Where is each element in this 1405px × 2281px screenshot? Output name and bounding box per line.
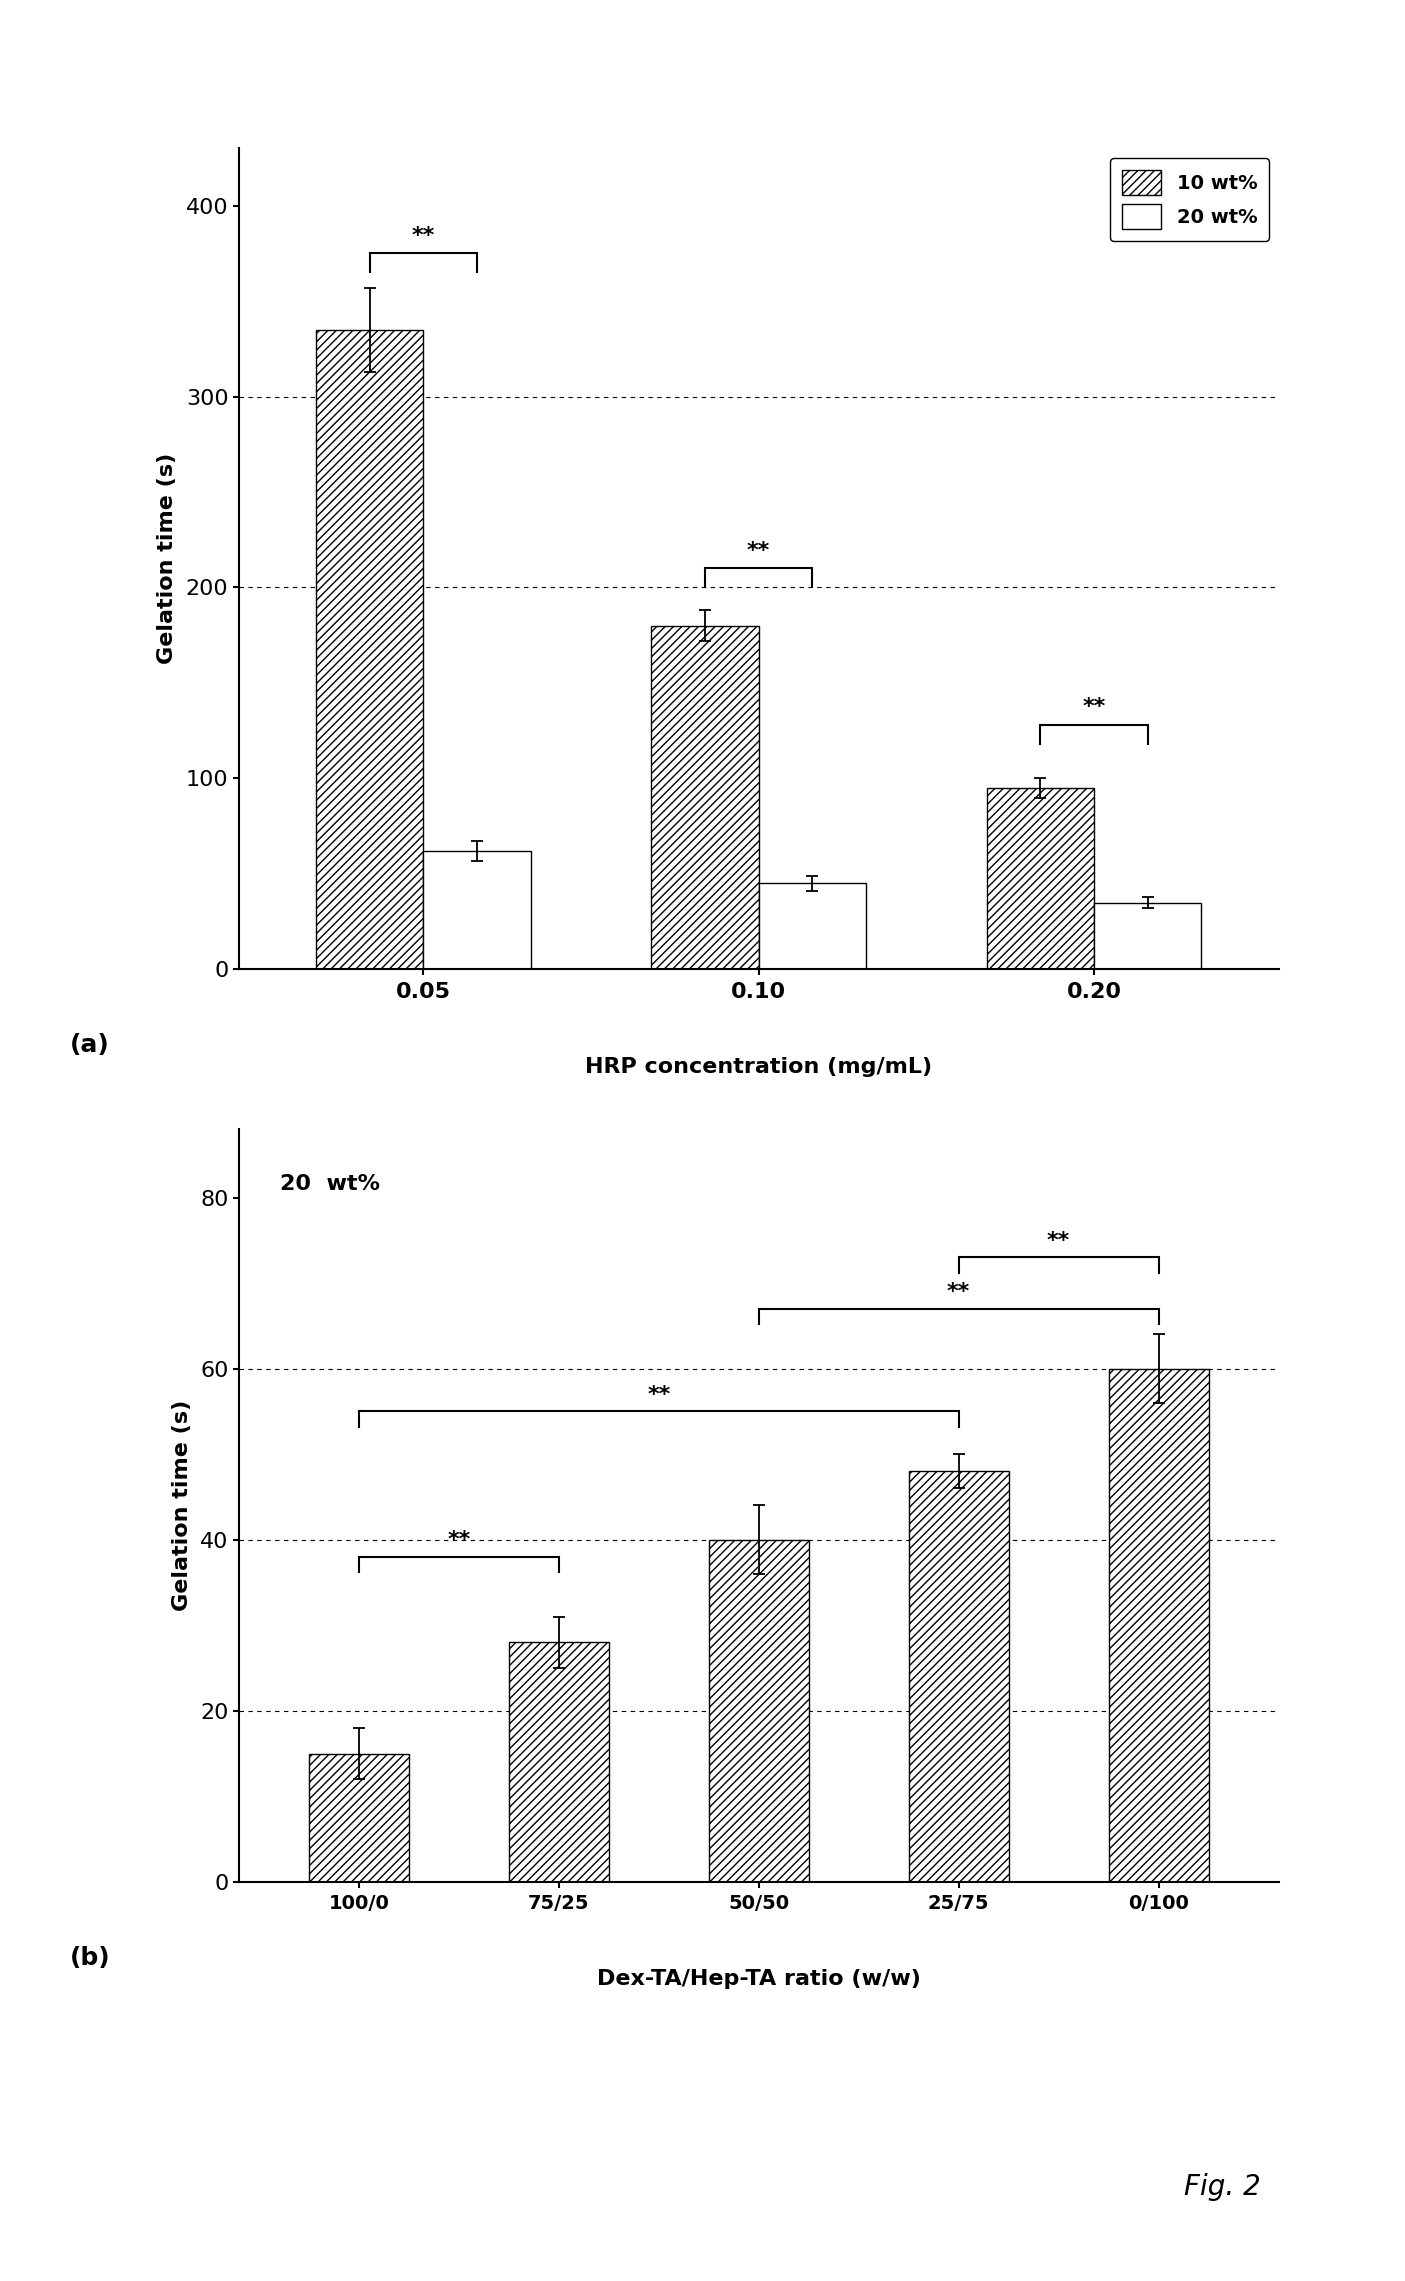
Text: **: **	[447, 1531, 471, 1551]
Bar	[1094, 903, 1201, 969]
X-axis label: HRP concentration (mg/mL): HRP concentration (mg/mL)	[584, 1058, 933, 1077]
Text: **: **	[648, 1385, 670, 1405]
Bar	[1109, 1369, 1208, 1882]
Text: **: **	[747, 541, 770, 561]
Text: **: **	[412, 226, 436, 246]
Text: (b): (b)	[70, 1946, 111, 1971]
Bar	[423, 851, 531, 969]
Bar	[652, 625, 759, 969]
Bar	[759, 883, 865, 969]
Legend: 10 wt%, 20 wt%: 10 wt%, 20 wt%	[1110, 157, 1269, 242]
Text: **: **	[1047, 1229, 1071, 1250]
Bar	[316, 331, 423, 969]
Y-axis label: Gelation time (s): Gelation time (s)	[171, 1401, 191, 1610]
Bar	[309, 1754, 409, 1882]
Y-axis label: Gelation time (s): Gelation time (s)	[157, 454, 177, 664]
Text: (a): (a)	[70, 1033, 110, 1058]
Bar	[708, 1540, 809, 1882]
X-axis label: Dex-TA/Hep-TA ratio (w/w): Dex-TA/Hep-TA ratio (w/w)	[597, 1969, 920, 1989]
Text: Fig. 2: Fig. 2	[1184, 2174, 1260, 2201]
Text: 20  wt%: 20 wt%	[281, 1175, 381, 1195]
Bar	[909, 1471, 1009, 1882]
Bar	[509, 1642, 608, 1882]
Bar	[986, 787, 1094, 969]
Text: **: **	[947, 1282, 971, 1302]
Text: **: **	[1082, 698, 1106, 716]
